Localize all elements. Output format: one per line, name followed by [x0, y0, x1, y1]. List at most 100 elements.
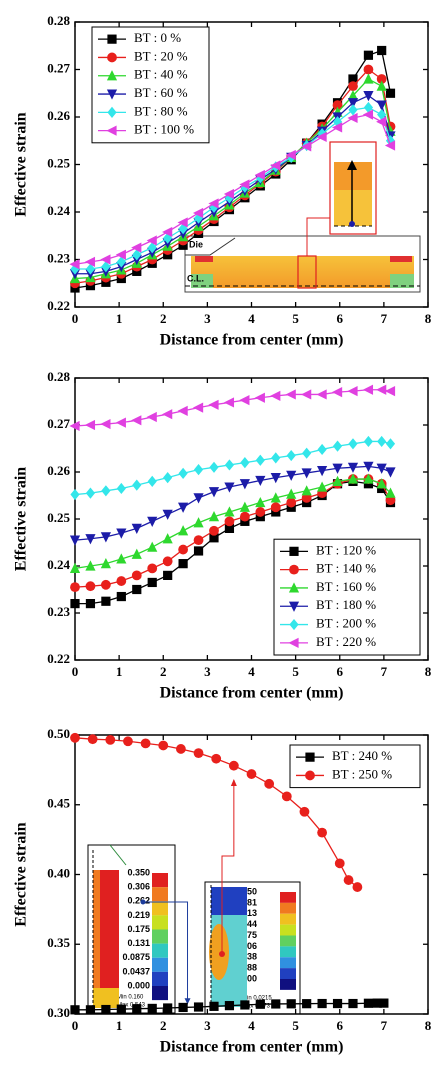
- colorbar-cell: [280, 946, 296, 958]
- marker: [132, 1004, 142, 1014]
- marker: [177, 405, 188, 416]
- marker: [285, 149, 296, 161]
- x-axis-title: Distance from center (mm): [160, 332, 344, 349]
- marker: [192, 207, 204, 219]
- marker: [301, 141, 312, 152]
- marker: [363, 998, 374, 1008]
- marker: [362, 384, 374, 395]
- marker: [106, 70, 118, 81]
- marker: [146, 235, 157, 246]
- marker: [285, 389, 296, 400]
- colorbar-label: 0.175: [127, 924, 150, 934]
- plot-frame: [74, 734, 429, 1015]
- marker: [348, 74, 358, 84]
- marker: [281, 791, 292, 802]
- marker: [123, 736, 133, 747]
- marker: [115, 417, 126, 428]
- colorbar-cell: [280, 957, 296, 969]
- contour-top-l: [195, 256, 213, 262]
- y-tick-label: 0.22: [47, 298, 70, 313]
- contour-edge-right: [390, 274, 414, 288]
- series-line: [75, 480, 392, 605]
- marker: [105, 734, 116, 745]
- x-axis-title: Distance from center (mm): [160, 1039, 344, 1056]
- contour-edge-left: [191, 274, 213, 288]
- marker: [317, 998, 327, 1009]
- y-tick-label: 0.26: [47, 108, 70, 123]
- marker: [163, 1003, 173, 1013]
- marker: [224, 1001, 235, 1011]
- x-tick-label: 2: [160, 311, 167, 326]
- marker: [240, 457, 250, 469]
- marker: [178, 1002, 188, 1013]
- series-line: [74, 440, 391, 496]
- marker: [162, 509, 173, 520]
- marker: [69, 535, 81, 546]
- y-tick-label: 0.35: [47, 935, 70, 950]
- marker: [193, 748, 204, 759]
- marker: [363, 91, 374, 102]
- marker: [331, 387, 343, 398]
- marker: [376, 80, 387, 91]
- marker: [85, 487, 96, 499]
- y-tick-label: 0.50: [47, 726, 70, 741]
- marker: [100, 532, 111, 543]
- marker: [224, 523, 235, 533]
- marker: [85, 560, 96, 571]
- marker: [385, 487, 396, 498]
- colorbar-label: 0.219: [127, 910, 150, 920]
- marker: [255, 454, 265, 466]
- series-line: [74, 478, 392, 588]
- x-tick-label: 7: [381, 311, 388, 326]
- marker: [347, 112, 358, 124]
- marker: [131, 415, 142, 426]
- marker: [348, 998, 358, 1009]
- y-tick-label: 0.28: [47, 369, 70, 384]
- marker: [178, 544, 189, 555]
- x-tick-label: 6: [337, 311, 344, 326]
- colorbar-cell: [152, 971, 168, 986]
- marker: [209, 1001, 219, 1011]
- x-tick-label: 5: [292, 1018, 299, 1033]
- y-axis-title: Effective strain: [13, 822, 30, 927]
- marker: [70, 582, 80, 593]
- marker: [301, 485, 312, 496]
- marker: [70, 1005, 80, 1015]
- marker: [162, 533, 173, 544]
- marker: [69, 259, 80, 270]
- marker: [101, 485, 111, 497]
- x-tick-label: 1: [116, 1018, 123, 1033]
- marker: [193, 517, 204, 528]
- plot-frame: [74, 21, 429, 308]
- colorbar-cell: [152, 873, 168, 888]
- marker: [211, 753, 222, 764]
- marker: [305, 752, 315, 762]
- marker: [162, 409, 173, 420]
- marker: [209, 533, 219, 543]
- marker: [270, 390, 281, 401]
- marker: [384, 140, 396, 151]
- marker: [286, 449, 296, 462]
- pointer: [221, 780, 235, 954]
- marker: [347, 473, 359, 484]
- marker: [286, 497, 297, 508]
- marker: [317, 481, 328, 492]
- marker: [385, 467, 396, 478]
- marker: [255, 496, 266, 508]
- marker: [87, 734, 98, 745]
- y-tick-label: 0.23: [47, 250, 70, 265]
- marker: [348, 438, 358, 450]
- marker: [84, 256, 96, 267]
- contour-top-r: [390, 256, 412, 262]
- marker: [208, 198, 219, 209]
- colorbar-cell: [280, 892, 296, 903]
- x-tick-label: 8: [425, 1018, 432, 1033]
- marker: [348, 104, 358, 116]
- marker: [147, 475, 157, 487]
- marker: [376, 384, 387, 395]
- x-tick-label: 3: [204, 1018, 211, 1033]
- marker: [162, 226, 173, 238]
- y-tick-label: 0.22: [47, 651, 70, 666]
- marker: [363, 73, 374, 84]
